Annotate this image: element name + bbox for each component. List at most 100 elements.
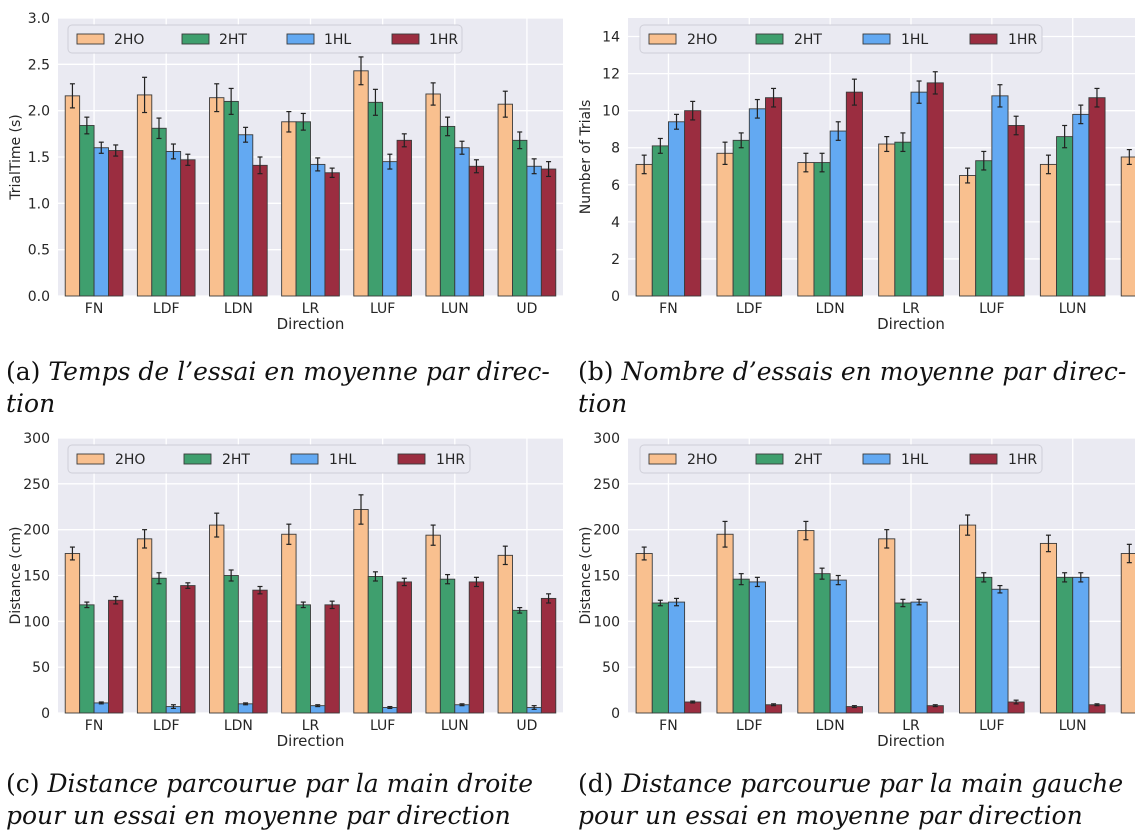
chart-d: 050100150200250300FNLDFLDNLRLUFLUNUDDist…: [578, 431, 1135, 750]
x-tick-label: LR: [302, 301, 320, 317]
bar: [732, 139, 750, 297]
legend-swatch: [648, 453, 677, 465]
y-tick-label: 100: [23, 614, 50, 630]
bar: [1072, 576, 1090, 714]
caption-text: tion: [6, 389, 56, 418]
y-tick-label: 0: [611, 706, 620, 722]
x-tick-label: LUN: [441, 301, 469, 317]
y-tick-label: 1.5: [28, 150, 50, 166]
bar: [975, 160, 993, 297]
legend: [639, 24, 1043, 54]
bar: [180, 159, 196, 297]
x-tick-label: LR: [902, 301, 920, 317]
bar: [468, 581, 485, 714]
y-tick-label: 1.0: [28, 196, 50, 212]
bar: [468, 165, 485, 297]
legend-swatch: [862, 453, 891, 465]
bar: [716, 152, 734, 297]
bar: [1039, 542, 1057, 714]
x-tick-label: LR: [902, 718, 920, 734]
legend-swatch: [286, 33, 315, 45]
bar: [353, 70, 369, 297]
bar: [959, 524, 977, 714]
y-tick-label: 8: [611, 141, 620, 157]
legend-swatch: [391, 33, 420, 45]
bar: [975, 576, 993, 714]
legend-label: 1HR: [1008, 32, 1037, 48]
bar: [223, 575, 239, 714]
bar: [151, 127, 167, 297]
y-tick-label: 2.5: [28, 57, 50, 73]
bar: [425, 534, 441, 714]
bar: [136, 94, 153, 297]
y-tick-label: 0.5: [28, 243, 50, 259]
bar: [310, 163, 326, 297]
legend: [67, 24, 463, 54]
bar: [295, 121, 311, 297]
y-tick-label: 250: [593, 477, 620, 493]
bar: [64, 553, 81, 714]
x-tick-label: LDN: [224, 718, 253, 734]
bar: [353, 509, 369, 714]
bar: [540, 597, 557, 714]
caption-label: (c): [6, 769, 40, 798]
bar: [684, 701, 702, 714]
y-axis-label: Distance (cm): [578, 527, 594, 625]
legend-swatch: [181, 33, 210, 45]
legend-label: 1HR: [1008, 452, 1037, 468]
legend: [639, 444, 1043, 474]
bar: [748, 108, 766, 297]
x-tick-label: LUN: [1059, 718, 1087, 734]
bar: [991, 95, 1009, 297]
x-tick-label: LDF: [153, 301, 180, 317]
bar: [894, 602, 912, 714]
x-axis-label: Direction: [277, 732, 345, 750]
bar: [425, 93, 441, 297]
bar: [396, 139, 412, 297]
bar: [151, 577, 167, 714]
y-tick-label: 200: [23, 523, 50, 539]
y-tick-label: 250: [23, 477, 50, 493]
x-tick-label: FN: [659, 718, 678, 734]
legend-swatch: [183, 453, 212, 465]
y-axis-label: Number of Trials: [578, 100, 594, 215]
bar: [512, 609, 528, 714]
bar: [1007, 125, 1025, 297]
x-tick-label: LUN: [441, 718, 469, 734]
caption-label: (b): [578, 357, 614, 386]
chart-panel-b: 02468101214FNLDFLDNLRLUFLUNUDNumber of T…: [568, 0, 1135, 337]
bar: [878, 143, 896, 297]
x-tick-label: LDF: [736, 301, 763, 317]
caption-text: Nombre d’essais en moyenne par direc-: [621, 357, 1127, 386]
legend-label: 2HO: [687, 452, 717, 468]
legend-label: 1HL: [901, 452, 928, 468]
bar: [324, 604, 340, 714]
bar: [1056, 576, 1074, 714]
y-tick-label: 2.0: [28, 104, 50, 120]
legend-label: 1HL: [901, 32, 928, 48]
legend-swatch: [648, 33, 677, 45]
chart-b: 02468101214FNLDFLDNLRLUFLUNUDNumber of T…: [578, 18, 1135, 333]
y-tick-label: 300: [23, 431, 50, 447]
y-tick-label: 14: [602, 30, 620, 46]
y-tick-label: 200: [593, 523, 620, 539]
bar: [295, 604, 311, 714]
y-tick-label: 0: [611, 289, 620, 305]
legend-swatch: [76, 453, 105, 465]
bar: [454, 147, 470, 297]
caption-text: Distance parcourue par la main droite: [47, 769, 534, 798]
x-tick-label: LR: [302, 718, 320, 734]
bar: [748, 581, 766, 714]
y-tick-label: 10: [602, 104, 620, 120]
x-tick-label: LDN: [816, 718, 845, 734]
x-tick-label: FN: [85, 718, 104, 734]
bar: [716, 533, 734, 714]
bar: [845, 91, 863, 297]
bar: [180, 585, 196, 714]
y-tick-label: 50: [602, 660, 620, 676]
bar: [439, 578, 456, 714]
bar: [991, 588, 1009, 714]
bar: [497, 554, 513, 714]
bar: [635, 163, 653, 297]
bar: [926, 82, 944, 297]
